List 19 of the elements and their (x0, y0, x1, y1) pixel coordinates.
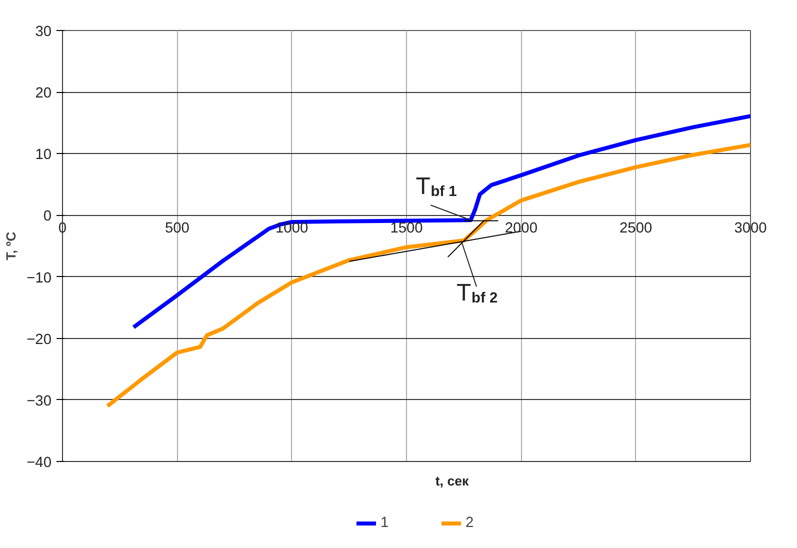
y-axis-title: T, ºC (4, 231, 19, 260)
legend-label: 2 (466, 515, 475, 531)
legend-label: 1 (380, 515, 390, 531)
x-axis-title: t, сек (435, 474, 470, 488)
y-tick-label: 10 (35, 147, 52, 164)
x-tick-label: 2500 (620, 220, 652, 236)
y-tick-label: −30 (26, 393, 52, 410)
y-tick-label: 20 (35, 86, 52, 102)
x-tick-label: 1500 (390, 220, 423, 236)
y-tick-label: −10 (26, 270, 52, 286)
annotation: Tbf 1 (416, 173, 457, 200)
x-tick-label: 1000 (276, 220, 308, 236)
x-tick-label: 2000 (504, 220, 538, 236)
y-tick-label: 0 (43, 208, 52, 225)
annotation: Tbf 2 (456, 280, 498, 307)
y-tick-label: −40 (26, 455, 52, 471)
y-tick-label: 30 (35, 24, 52, 40)
y-tick-label: −20 (26, 332, 52, 348)
x-tick-label: 500 (164, 220, 190, 236)
